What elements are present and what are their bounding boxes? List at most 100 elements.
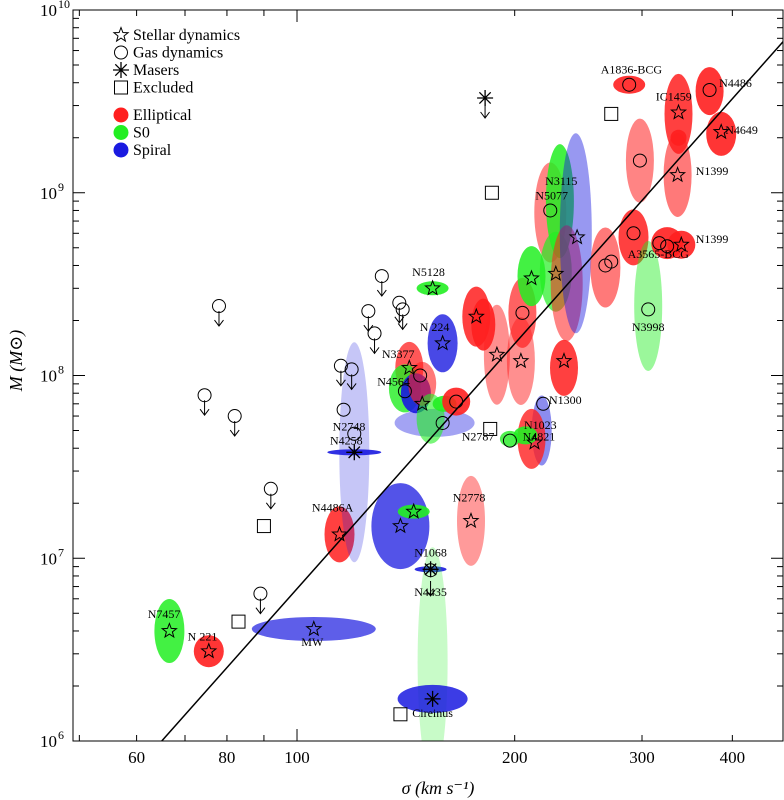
asterisk-point	[346, 444, 363, 461]
star-point	[434, 334, 452, 351]
upper-limit-arrow	[346, 374, 357, 391]
ellipse-elliptical	[695, 67, 724, 116]
star-point	[555, 352, 573, 369]
y-axis-label: M (M⊙)	[6, 330, 27, 393]
galaxy-label: N3115	[545, 174, 577, 188]
ellipse-s0	[416, 281, 449, 296]
y-tick-exponent: 8	[58, 363, 64, 377]
upper-limit-arrow	[199, 400, 210, 417]
x-tick-label: 60	[128, 748, 145, 767]
galaxy-label: N4821	[523, 430, 556, 444]
circle-point	[702, 82, 717, 97]
y-tick-exponent: 10	[58, 0, 70, 11]
star-point	[462, 511, 480, 529]
square-point	[393, 707, 408, 722]
upper-limit-arrow	[214, 311, 224, 327]
legend-label: Gas dynamics	[133, 45, 223, 62]
upper-limit-arrow	[255, 598, 266, 615]
galaxy-label: N5077	[535, 188, 568, 202]
galaxy-label: N4435	[414, 585, 447, 599]
y-tick-label: 10	[40, 549, 57, 568]
asterisk-point	[422, 561, 439, 578]
circle-point	[622, 77, 637, 92]
asterisk-point	[424, 690, 441, 707]
circle-point	[502, 433, 517, 448]
legend-elliptical-swatch	[113, 107, 129, 123]
square-point	[484, 185, 499, 200]
star-point	[488, 345, 506, 362]
galaxy-label: N4486	[719, 76, 752, 90]
ellipse-elliptical	[457, 475, 485, 566]
ellipse-spiral	[251, 617, 376, 641]
galaxy-label: N1023	[524, 418, 557, 432]
ellipse-spiral	[371, 483, 430, 570]
upper-limit-arrow	[369, 338, 380, 355]
circle-point	[263, 481, 278, 496]
upper-limit-arrow	[265, 493, 276, 510]
upper-limit-arrow	[480, 102, 490, 119]
y-tick-mantissa: 10	[40, 367, 57, 386]
circle-point	[641, 302, 656, 317]
circle-point	[536, 396, 551, 411]
y-tick-mantissa: 10	[40, 184, 57, 203]
star-point	[523, 269, 540, 286]
galaxy-label: N3377	[382, 347, 415, 361]
asterisk-point	[477, 90, 494, 106]
ellipse-elliptical	[706, 111, 737, 156]
ellipse-elliptical	[667, 230, 696, 259]
circle-point	[413, 368, 428, 383]
circle-point	[626, 226, 641, 241]
galaxy-label: N4649	[725, 123, 758, 137]
ellipse-elliptical	[483, 304, 510, 405]
circle-point	[543, 203, 558, 218]
y-tick-label: 10	[40, 1, 57, 20]
galaxy-label: N1399	[696, 164, 729, 178]
star-point	[467, 307, 485, 324]
ellipse-s0	[417, 547, 448, 741]
galaxy-label: N5128	[412, 265, 445, 279]
ellipse-s0	[517, 246, 546, 307]
star-point	[405, 502, 423, 519]
galaxy-label: N2748	[333, 420, 366, 434]
ellipse-s0	[634, 241, 663, 371]
galaxy-label: N3998	[632, 320, 665, 334]
y-tick-label: 10	[40, 732, 57, 751]
circle-point	[197, 388, 212, 403]
circle-point	[660, 239, 675, 254]
legend-star-marker	[112, 26, 130, 43]
circle-point	[211, 299, 226, 314]
star-point	[400, 358, 418, 376]
star-point	[305, 620, 323, 637]
legend-label: S0	[133, 125, 150, 142]
galaxy-label: N1399	[696, 232, 729, 246]
upper-limit-arrow	[363, 316, 374, 332]
star-point	[200, 642, 218, 659]
star-point	[547, 264, 565, 282]
circle-point	[652, 236, 667, 251]
circle-point	[604, 254, 619, 269]
circle-point	[227, 409, 242, 424]
legend-asterisk-marker	[113, 62, 129, 78]
legend-label: Elliptical	[133, 107, 192, 124]
circle-point	[435, 415, 450, 430]
square-point	[256, 519, 271, 534]
square-point	[604, 106, 619, 121]
upper-limit-arrow	[425, 580, 436, 597]
star-point	[391, 517, 409, 534]
upper-limit-arrow	[376, 281, 387, 297]
ellipse-elliptical	[550, 339, 578, 396]
ellipse-elliptical	[442, 387, 471, 416]
circle-point	[449, 394, 464, 409]
galaxy-label: N4486A	[312, 501, 354, 515]
legend-spiral-swatch	[113, 142, 129, 158]
legend-label: Stellar dynamics	[133, 27, 240, 44]
ellipse-s0	[154, 599, 185, 663]
y-tick-label: 10	[40, 367, 57, 386]
legend-s0-swatch	[113, 125, 129, 140]
star-point	[331, 525, 349, 542]
circle-point	[515, 305, 530, 320]
x-axis-label: σ (km s⁻¹)	[402, 778, 475, 799]
upper-limit-arrow	[229, 421, 240, 437]
